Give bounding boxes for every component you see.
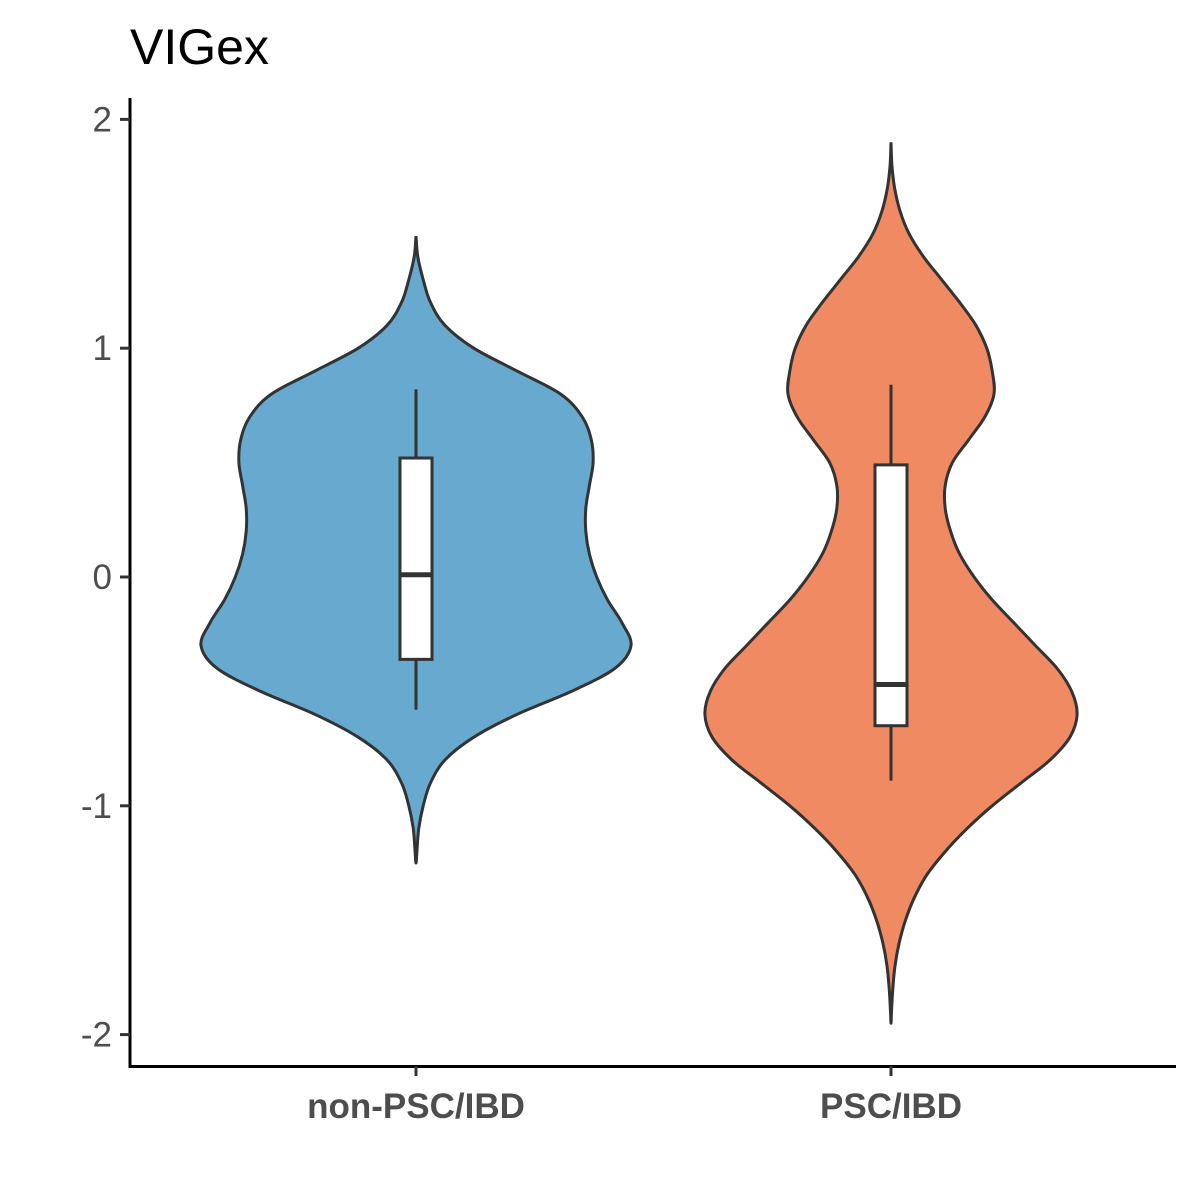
y-tick-label: 2 [93,100,112,139]
y-tick-label: -1 [81,787,112,826]
y-tick-label: -2 [81,1016,112,1055]
chart-title: VIGex [130,19,269,75]
y-tick-label: 0 [93,558,112,597]
y-axis: 2 1 0 -1 -2 [81,98,132,1068]
x-tick-label: non-PSC/IBD [307,1087,525,1126]
x-tick-label: PSC/IBD [820,1087,962,1126]
boxplot-box [398,456,434,661]
violins-layer [199,142,1079,1025]
y-tick-label: 1 [93,329,112,368]
x-axis: non-PSC/IBD PSC/IBD [128,1065,1176,1126]
